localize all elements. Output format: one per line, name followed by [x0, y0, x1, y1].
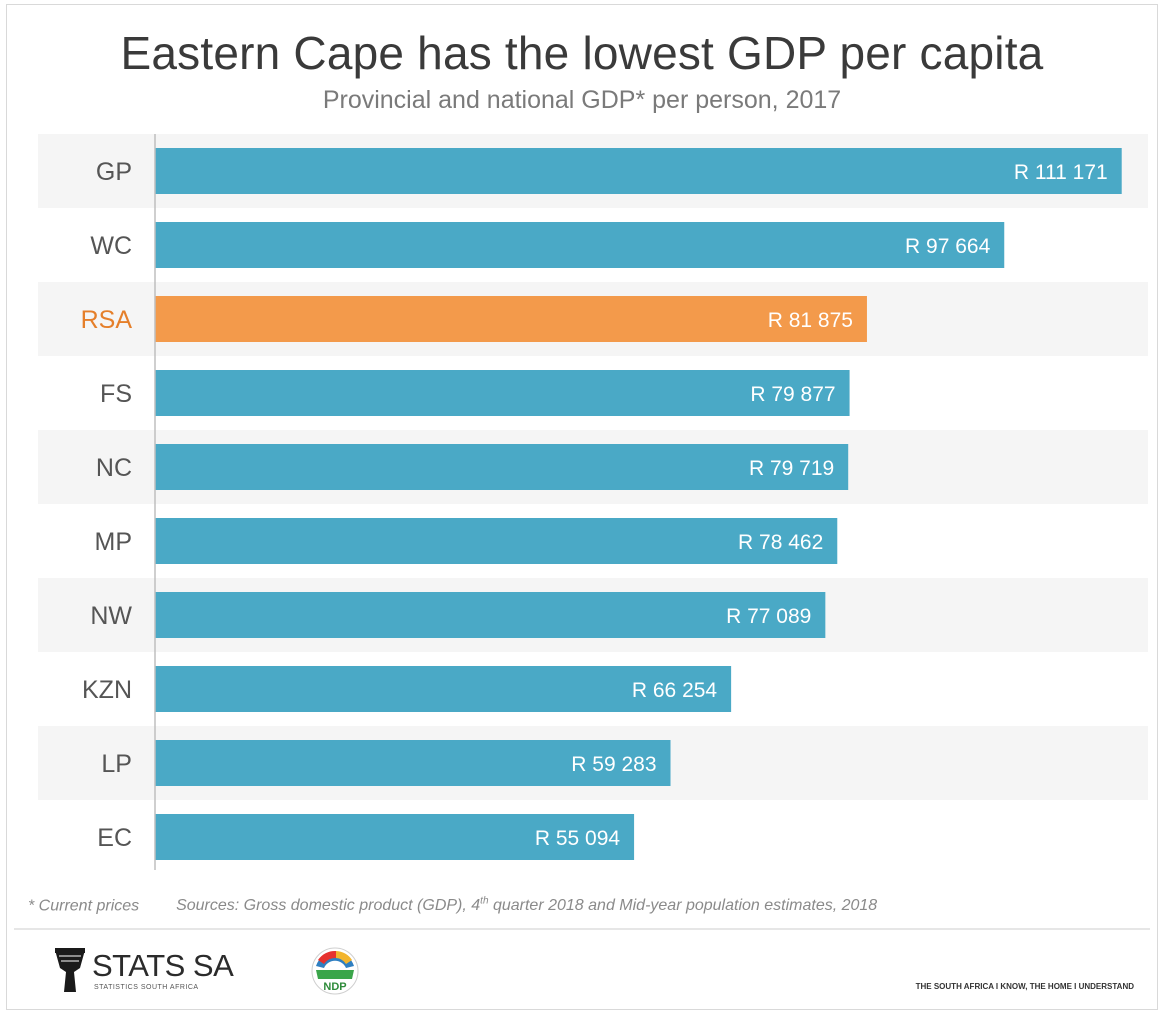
value-label-nw: R 77 089 — [726, 605, 811, 628]
category-label-gp: GP — [96, 158, 132, 186]
category-label-fs: FS — [100, 380, 132, 408]
bar-lp — [155, 740, 671, 786]
category-label-lp: LP — [101, 750, 132, 778]
value-label-ec: R 55 094 — [535, 827, 621, 850]
category-label-ec: EC — [97, 824, 132, 852]
bar-chart: GP R 111 171 WC R 97 664 RSA R 81 875 FS R 79 8… — [38, 134, 1148, 870]
bar-nc — [155, 444, 849, 490]
drum-icon — [55, 948, 85, 992]
footer-tagline: THE SOUTH AFRICA I KNOW, THE HOME I UNDE… — [915, 982, 1134, 991]
value-label-rsa: R 81 875 — [768, 309, 853, 332]
bar-kzn — [155, 666, 732, 712]
footer-divider — [14, 928, 1150, 930]
footnote: * Current prices Sources: Gross domestic… — [28, 896, 877, 915]
category-label-kzn: KZN — [82, 676, 132, 704]
bar-ec — [155, 814, 635, 860]
bar-nw — [155, 592, 826, 638]
value-label-lp: R 59 283 — [571, 753, 656, 776]
stats-sa-subtitle: STATISTICS SOUTH AFRICA — [94, 984, 199, 991]
bar-gp — [155, 148, 1122, 194]
value-label-nc: R 79 719 — [749, 457, 834, 480]
category-label-wc: WC — [90, 232, 132, 260]
footnote-current-prices: * Current prices — [28, 897, 140, 915]
svg-text:NDP: NDP — [323, 981, 346, 993]
category-label-mp: MP — [95, 528, 133, 556]
footnote-sources: Sources: Gross domestic product (GDP), 4… — [176, 896, 878, 915]
value-label-gp: R 111 171 — [1014, 161, 1108, 184]
value-label-mp: R 78 462 — [738, 531, 823, 554]
ndp-logo: NDP — [306, 946, 364, 1001]
bar-wc — [155, 222, 1005, 268]
bar-rsa — [155, 296, 867, 342]
stats-sa-name: STATS SA — [92, 948, 234, 983]
category-label-nw: NW — [90, 602, 132, 630]
bar-fs — [155, 370, 850, 416]
category-label-nc: NC — [96, 454, 132, 482]
value-label-fs: R 79 877 — [750, 383, 835, 406]
chart-title: Eastern Cape has the lowest GDP per capi… — [120, 27, 1044, 79]
value-label-kzn: R 66 254 — [632, 679, 718, 702]
chart-subtitle: Provincial and national GDP* per person,… — [322, 86, 842, 114]
ndp-emblem-icon: NDP — [311, 947, 359, 995]
value-label-wc: R 97 664 — [905, 235, 991, 258]
bar-mp — [155, 518, 838, 564]
category-label-rsa: RSA — [81, 306, 133, 334]
